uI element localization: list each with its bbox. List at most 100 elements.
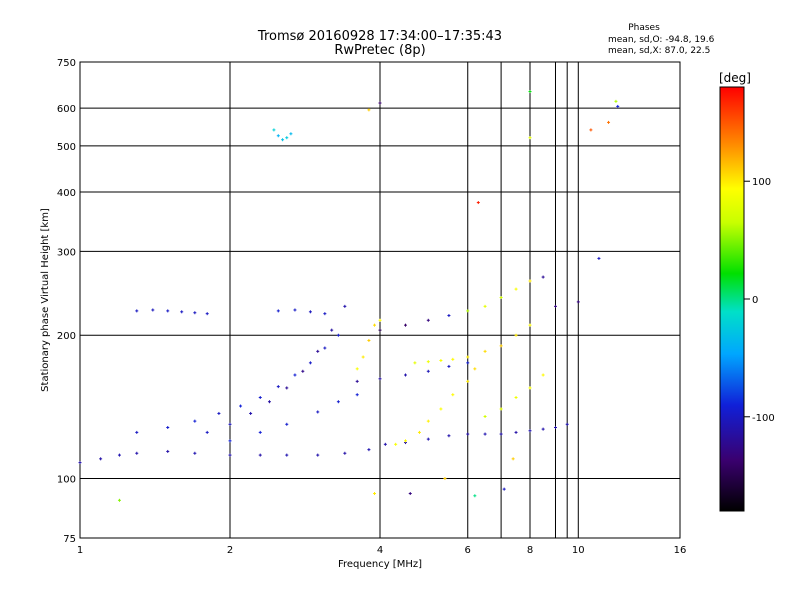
data-point xyxy=(316,349,320,353)
data-point xyxy=(367,448,371,452)
data-point xyxy=(499,296,503,300)
data-point xyxy=(447,314,451,318)
data-point xyxy=(616,104,620,108)
y-tick-label: 500 xyxy=(57,142,76,153)
data-point xyxy=(383,442,387,446)
x-tick-label: 4 xyxy=(377,545,383,556)
data-point xyxy=(466,309,470,313)
data-point xyxy=(135,451,139,455)
data-point xyxy=(258,430,262,434)
y-tick-label: 300 xyxy=(57,247,76,258)
data-point xyxy=(373,492,377,496)
data-point xyxy=(451,357,455,361)
data-point xyxy=(166,425,170,429)
data-point xyxy=(355,393,359,397)
data-point xyxy=(285,386,289,390)
data-point xyxy=(466,355,470,359)
data-point xyxy=(403,323,407,327)
colorbar: [deg] 100 0 -100 xyxy=(719,71,775,512)
y-tick-label: 750 xyxy=(57,58,76,69)
colorbar-tick-label: 0 xyxy=(752,295,758,306)
plot-area: 1 2 4 6 8 10 16 75 100 200 300 400 500 600 750 xyxy=(57,58,686,556)
colorbar-gradient xyxy=(719,86,745,512)
data-point xyxy=(166,309,170,313)
data-point xyxy=(205,430,209,434)
data-point xyxy=(166,449,170,453)
data-point xyxy=(476,201,480,205)
data-point xyxy=(276,385,280,389)
data-point xyxy=(528,136,532,140)
data-point xyxy=(466,361,470,365)
data-point xyxy=(553,425,557,429)
data-point xyxy=(316,453,320,457)
stats-header: Phases xyxy=(628,23,660,33)
data-point xyxy=(367,338,371,342)
data-point xyxy=(285,136,289,140)
data-point xyxy=(135,430,139,434)
colorbar-ticks: 100 0 -100 xyxy=(744,177,775,424)
data-point xyxy=(499,432,503,436)
data-point xyxy=(193,311,197,315)
data-point xyxy=(267,400,271,404)
data-point xyxy=(541,373,545,377)
data-point xyxy=(355,367,359,371)
data-point xyxy=(293,308,297,312)
data-point xyxy=(483,414,487,418)
y-tick-label: 100 xyxy=(57,475,76,486)
data-point xyxy=(180,310,184,314)
data-point xyxy=(301,369,305,373)
data-point xyxy=(378,328,382,332)
x-tick-label: 1 xyxy=(77,545,83,556)
data-point xyxy=(355,379,359,383)
data-point xyxy=(316,410,320,414)
data-point xyxy=(417,430,421,434)
y-axis-ticks: 75 100 200 300 400 500 600 750 xyxy=(57,58,76,545)
data-point xyxy=(408,492,412,496)
chart-subtitle: RwPretec (8p) xyxy=(334,43,425,58)
data-point xyxy=(426,369,430,373)
data-point xyxy=(228,422,232,426)
data-point xyxy=(447,434,451,438)
data-point xyxy=(272,128,276,132)
data-point xyxy=(499,407,503,411)
data-point xyxy=(239,404,243,408)
colorbar-tick-label: -100 xyxy=(752,413,775,424)
data-point xyxy=(336,400,340,404)
data-point xyxy=(378,377,382,381)
x-axis-label: Frequency [MHz] xyxy=(338,559,422,570)
data-point xyxy=(466,379,470,383)
data-point xyxy=(258,395,262,399)
data-point xyxy=(565,422,569,426)
data-point xyxy=(78,461,82,465)
data-point xyxy=(285,453,289,457)
x-axis-ticks: 1 2 4 6 8 10 16 xyxy=(77,545,687,556)
data-point xyxy=(293,373,297,377)
data-point xyxy=(541,275,545,279)
colorbar-tick-label: 100 xyxy=(752,177,771,188)
data-point xyxy=(426,437,430,441)
data-point xyxy=(117,498,121,502)
data-point xyxy=(323,346,327,350)
data-point xyxy=(193,451,197,455)
data-point xyxy=(514,395,518,399)
data-point xyxy=(614,99,618,103)
x-tick-label: 8 xyxy=(527,545,533,556)
data-point xyxy=(541,427,545,431)
data-point xyxy=(308,361,312,365)
data-point xyxy=(413,361,417,365)
data-point xyxy=(589,128,593,132)
data-point xyxy=(228,453,232,457)
data-point xyxy=(308,310,312,314)
y-tick-label: 600 xyxy=(57,104,76,115)
data-point xyxy=(528,429,532,433)
data-point xyxy=(343,304,347,308)
data-point xyxy=(285,422,289,426)
data-point xyxy=(426,419,430,423)
y-tick-label: 75 xyxy=(63,534,76,545)
data-point xyxy=(511,457,515,461)
data-point xyxy=(281,138,285,142)
data-point xyxy=(514,287,518,291)
data-points xyxy=(78,90,620,502)
data-point xyxy=(361,355,365,359)
data-point xyxy=(426,318,430,322)
